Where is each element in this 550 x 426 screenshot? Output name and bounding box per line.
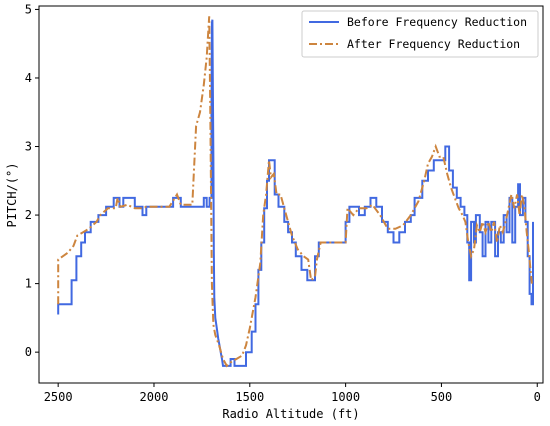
series-line-after-frequency-reduction [57,16,533,368]
y-tick-label: 1 [25,277,32,291]
y-tick-label: 0 [25,345,32,359]
x-tick-label: 1500 [235,390,264,404]
legend-label-before-frequency-reduction: Before Frequency Reduction [347,15,527,29]
x-tick-label: 500 [431,390,453,404]
x-axis-ticks: 2500 2000 1500 1000 500 0 [44,383,541,404]
x-tick-label: 2500 [44,390,73,404]
plot-frame [38,5,544,384]
y-tick-label: 4 [25,71,32,85]
x-tick-label: 2000 [140,390,169,404]
y-tick-label: 2 [25,208,32,222]
x-tick-label: 1000 [331,390,360,404]
y-tick-label: 3 [25,140,32,154]
legend: Before Frequency Reduction After Frequen… [301,10,539,58]
legend-label-after-frequency-reduction: After Frequency Reduction [347,37,520,51]
y-axis-label: PITCH/(°) [5,162,19,227]
x-tick-label: 0 [534,390,541,404]
y-axis-ticks: 0 1 2 3 4 5 [25,2,39,359]
x-axis-label: Radio Altitude (ft) [222,407,359,421]
series-line-before-frequency-reduction [57,19,534,367]
y-tick-label: 5 [25,2,32,16]
legend-box [301,10,539,58]
